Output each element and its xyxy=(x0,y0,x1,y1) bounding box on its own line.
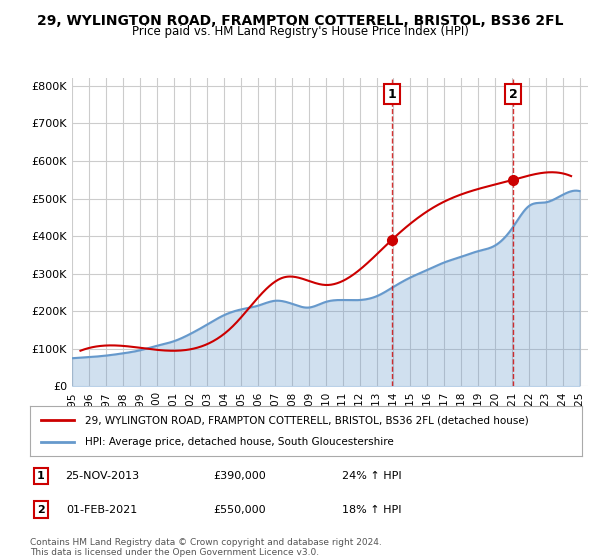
Text: HPI: Average price, detached house, South Gloucestershire: HPI: Average price, detached house, Sout… xyxy=(85,437,394,447)
Text: 1: 1 xyxy=(388,87,396,101)
Text: £390,000: £390,000 xyxy=(214,471,266,481)
Text: £550,000: £550,000 xyxy=(214,505,266,515)
Text: 2: 2 xyxy=(37,505,45,515)
Text: Contains HM Land Registry data © Crown copyright and database right 2024.
This d: Contains HM Land Registry data © Crown c… xyxy=(30,538,382,557)
Text: 29, WYLINGTON ROAD, FRAMPTON COTTERELL, BRISTOL, BS36 2FL (detached house): 29, WYLINGTON ROAD, FRAMPTON COTTERELL, … xyxy=(85,415,529,425)
Text: 29, WYLINGTON ROAD, FRAMPTON COTTERELL, BRISTOL, BS36 2FL: 29, WYLINGTON ROAD, FRAMPTON COTTERELL, … xyxy=(37,14,563,28)
Text: Price paid vs. HM Land Registry's House Price Index (HPI): Price paid vs. HM Land Registry's House … xyxy=(131,25,469,38)
Text: 25-NOV-2013: 25-NOV-2013 xyxy=(65,471,139,481)
Text: 2: 2 xyxy=(509,87,518,101)
Text: 01-FEB-2021: 01-FEB-2021 xyxy=(66,505,137,515)
Text: 1: 1 xyxy=(37,471,45,481)
Text: 18% ↑ HPI: 18% ↑ HPI xyxy=(343,505,402,515)
Text: 24% ↑ HPI: 24% ↑ HPI xyxy=(343,471,402,481)
